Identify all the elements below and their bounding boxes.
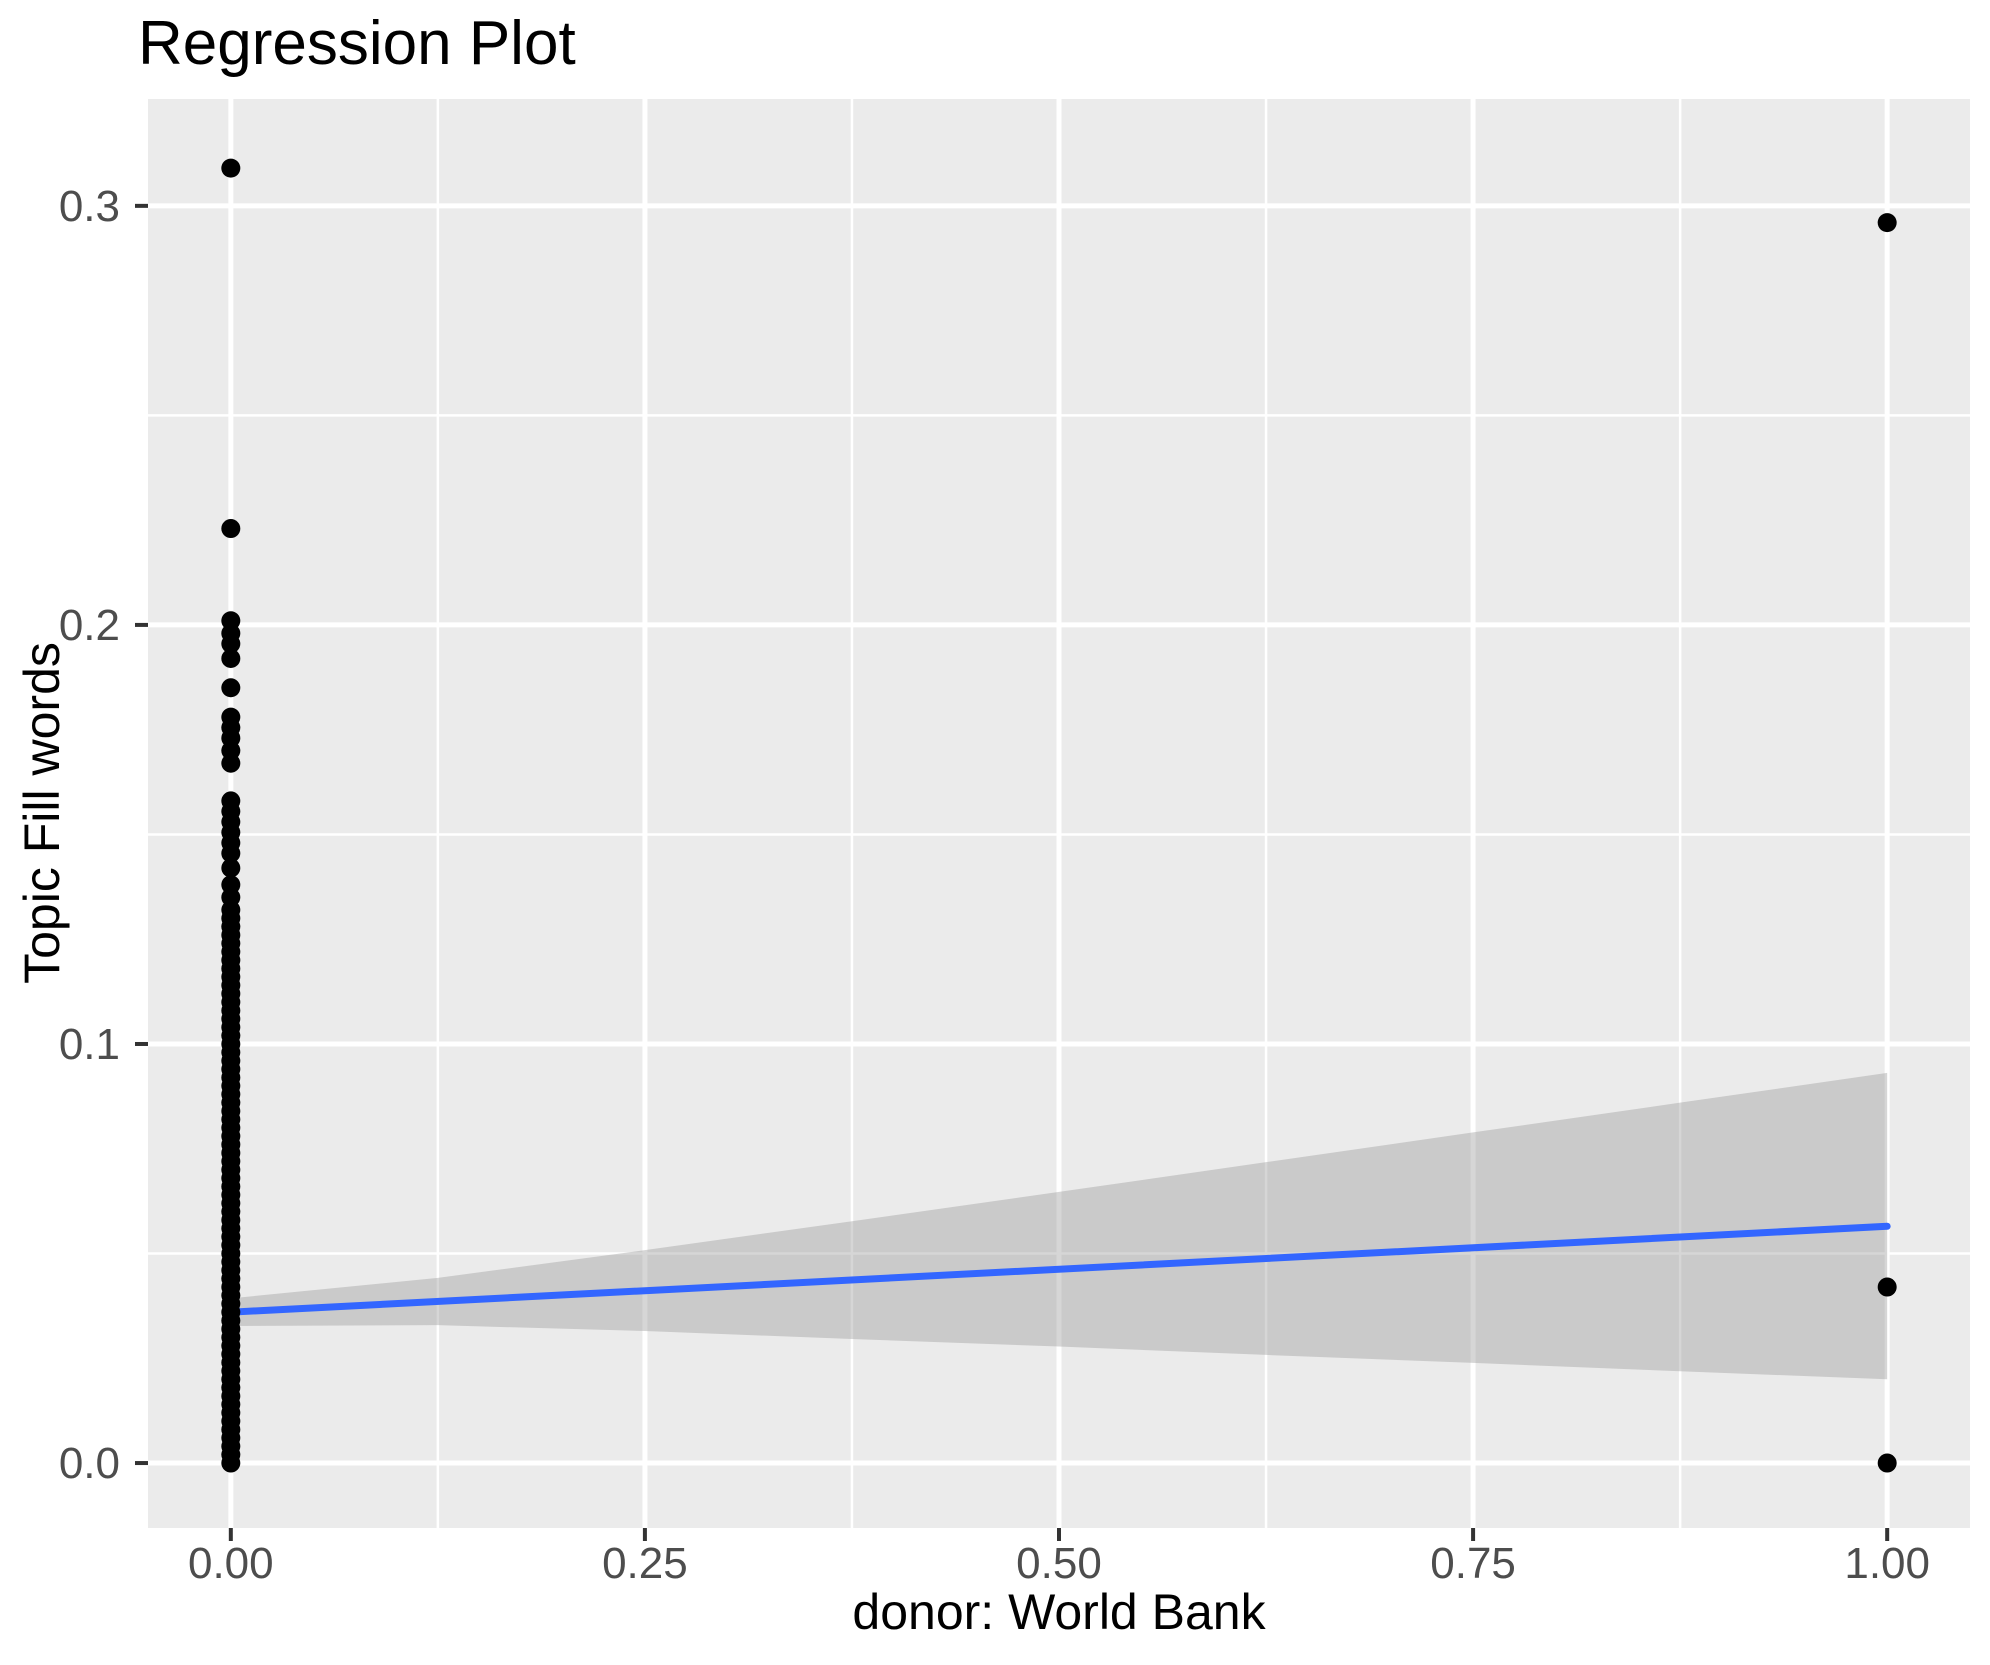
data-point [221,1453,241,1473]
y-axis-title: Topic Fill words [14,642,70,984]
confidence-band [230,1072,1888,1380]
regression-line [227,1222,1891,1316]
plot-title: Regression Plot [138,9,576,78]
data-point [221,843,241,863]
y-tick-label: 0.2 [59,601,120,650]
data-point [221,648,241,668]
data-point [221,678,241,698]
x-tick-label: 1.00 [1844,1539,1930,1588]
data-point [1877,1277,1897,1297]
data-point [221,519,241,539]
data-point [1877,213,1897,233]
x-axis-title: donor: World Bank [852,1584,1266,1640]
x-tick-label: 0.75 [1430,1539,1516,1588]
data-point [221,634,241,654]
data-point [221,858,241,878]
y-tick-label: 0.3 [59,182,120,231]
y-tick-label: 0.0 [59,1439,120,1488]
data-point [221,753,241,773]
x-tick-label: 0.50 [1016,1539,1102,1588]
data-point [221,158,241,178]
x-tick-label: 0.00 [188,1539,274,1588]
x-tick-label: 0.25 [602,1539,688,1588]
y-tick-label: 0.1 [59,1020,120,1069]
data-point [1877,1453,1897,1473]
